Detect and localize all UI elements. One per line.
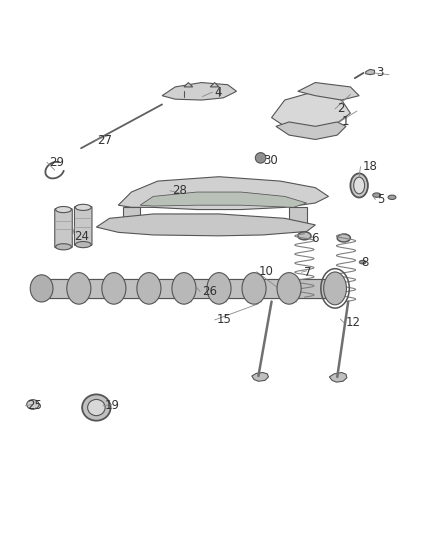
Text: 8: 8	[361, 256, 369, 270]
Text: 18: 18	[363, 160, 378, 173]
Text: 7: 7	[304, 265, 311, 279]
Polygon shape	[289, 207, 307, 227]
Ellipse shape	[67, 273, 91, 304]
Ellipse shape	[242, 273, 266, 304]
Polygon shape	[366, 69, 374, 75]
Polygon shape	[118, 177, 328, 209]
Ellipse shape	[102, 273, 126, 304]
Text: 27: 27	[97, 134, 112, 147]
Ellipse shape	[27, 400, 39, 409]
Text: 6: 6	[311, 232, 318, 245]
Text: 1: 1	[342, 116, 349, 128]
Ellipse shape	[172, 273, 196, 304]
Text: 30: 30	[263, 154, 278, 167]
Polygon shape	[140, 192, 307, 207]
Polygon shape	[162, 83, 237, 100]
Ellipse shape	[75, 204, 91, 211]
Text: 28: 28	[172, 184, 187, 197]
Text: 15: 15	[217, 313, 232, 326]
Ellipse shape	[388, 195, 396, 199]
Text: 29: 29	[49, 156, 64, 169]
Ellipse shape	[30, 275, 53, 302]
Text: 4: 4	[215, 86, 222, 99]
Text: 10: 10	[259, 265, 274, 278]
Polygon shape	[210, 83, 219, 87]
Text: 12: 12	[346, 316, 361, 329]
Polygon shape	[276, 122, 346, 140]
Text: 5: 5	[378, 193, 385, 206]
Text: 24: 24	[74, 230, 89, 243]
Text: 2: 2	[337, 102, 345, 115]
Text: 26: 26	[202, 285, 217, 298]
Ellipse shape	[298, 232, 311, 240]
Ellipse shape	[75, 241, 91, 248]
Ellipse shape	[82, 394, 110, 421]
Ellipse shape	[337, 234, 350, 242]
Circle shape	[255, 152, 266, 163]
Ellipse shape	[373, 193, 381, 197]
Polygon shape	[123, 207, 140, 227]
Ellipse shape	[277, 273, 301, 304]
FancyBboxPatch shape	[55, 209, 72, 248]
Ellipse shape	[56, 244, 71, 250]
Text: 3: 3	[376, 67, 383, 79]
Ellipse shape	[207, 273, 231, 304]
Ellipse shape	[324, 272, 346, 305]
Polygon shape	[252, 373, 268, 381]
Polygon shape	[184, 83, 193, 87]
Ellipse shape	[353, 177, 364, 194]
Polygon shape	[96, 214, 315, 236]
Polygon shape	[329, 373, 347, 382]
FancyBboxPatch shape	[74, 206, 92, 246]
Ellipse shape	[88, 399, 105, 416]
Text: 19: 19	[105, 399, 120, 413]
Text: 25: 25	[28, 399, 42, 413]
Ellipse shape	[56, 206, 71, 213]
Polygon shape	[272, 91, 350, 131]
Ellipse shape	[359, 260, 366, 264]
Ellipse shape	[350, 173, 368, 198]
Ellipse shape	[137, 273, 161, 304]
Polygon shape	[298, 83, 359, 100]
